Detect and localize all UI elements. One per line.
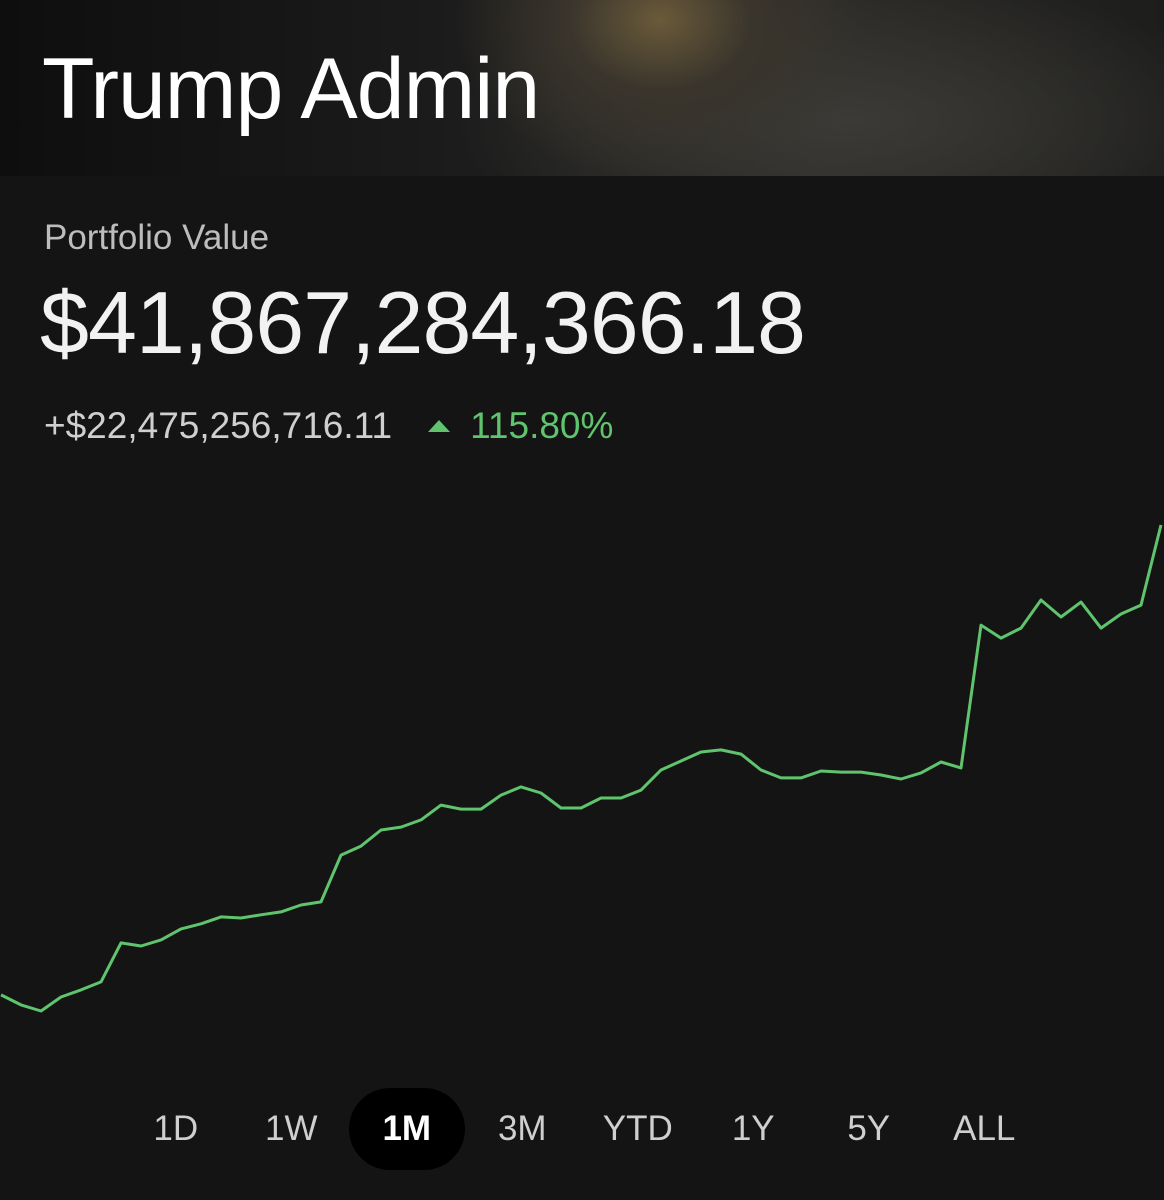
range-button[interactable]: 3M bbox=[497, 1109, 547, 1148]
range-button[interactable]: ALL bbox=[953, 1109, 1016, 1148]
change-amount: +$22,475,256,716.11 bbox=[44, 405, 393, 446]
range-button[interactable]: 1D bbox=[153, 1109, 199, 1148]
price-line bbox=[0, 524, 1163, 1013]
change-row: +$22,475,256,716.11 115.80% bbox=[44, 405, 613, 447]
range-button[interactable]: 1M bbox=[349, 1088, 465, 1170]
header-image bbox=[0, 0, 1164, 176]
range-button[interactable]: 5Y bbox=[847, 1109, 891, 1148]
change-percent: 115.80% bbox=[470, 405, 614, 446]
range-button[interactable]: YTD bbox=[602, 1109, 673, 1148]
value-label: Portfolio Value bbox=[44, 218, 270, 257]
range-button[interactable]: 1Y bbox=[731, 1109, 775, 1148]
up-arrow bbox=[428, 420, 451, 432]
range-selector: 1D 1W 1M 3M YTD 1Y 5Y ALL bbox=[118, 1088, 1042, 1170]
portfolio-value: $41,867,284,366.18 bbox=[40, 273, 806, 372]
portfolio-title: Trump Admin bbox=[42, 41, 540, 137]
range-button[interactable]: 1W bbox=[265, 1109, 318, 1148]
